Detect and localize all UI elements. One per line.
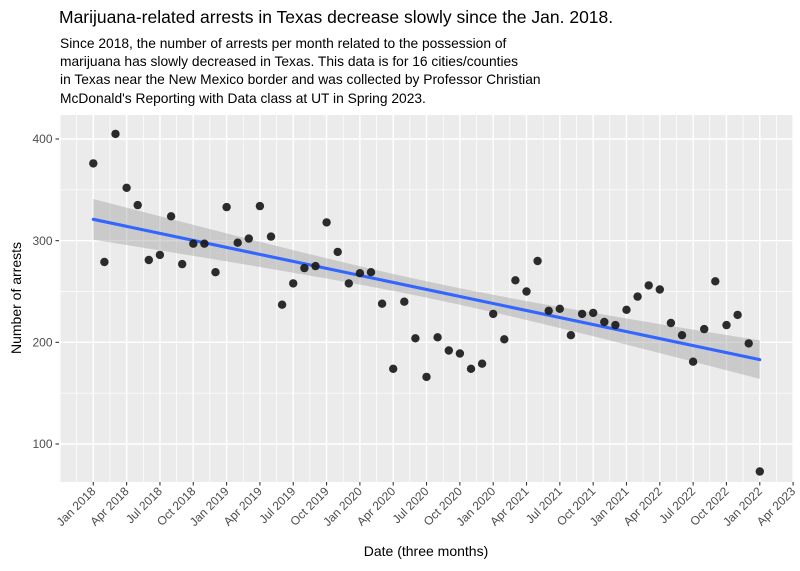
- data-point: [400, 297, 409, 306]
- data-point: [355, 269, 365, 278]
- y-tick-label: 400: [32, 132, 52, 146]
- data-point: [189, 239, 198, 248]
- data-point: [711, 277, 720, 286]
- data-point: [366, 268, 376, 277]
- data-point: [244, 234, 253, 243]
- data-point: [500, 335, 509, 344]
- data-point: [166, 212, 176, 221]
- data-point: [200, 239, 209, 248]
- data-point: [544, 306, 553, 315]
- data-point: [133, 200, 142, 210]
- data-point: [666, 318, 676, 328]
- data-point: [333, 247, 342, 257]
- data-point: [466, 364, 476, 373]
- data-point: [155, 250, 165, 260]
- y-tick-label: 200: [32, 336, 52, 350]
- data-point: [477, 359, 487, 368]
- data-point: [178, 259, 187, 269]
- data-point: [755, 467, 764, 476]
- data-point: [100, 257, 109, 267]
- data-point: [633, 292, 642, 301]
- chart-title: Marijuana-related arrests in Texas decre…: [59, 7, 614, 27]
- y-tick-label: 100: [32, 437, 52, 451]
- data-point: [311, 261, 320, 271]
- data-point: [122, 183, 131, 192]
- x-axis-title: Date (three months): [363, 543, 489, 559]
- data-point: [744, 339, 753, 348]
- data-point: [377, 299, 387, 308]
- data-point: [144, 255, 153, 265]
- data-point: [589, 308, 598, 318]
- data-point: [433, 333, 442, 342]
- y-tick-label: 300: [32, 234, 52, 248]
- gridlines: [59, 115, 793, 482]
- data-point: [700, 324, 709, 334]
- data-point: [389, 364, 398, 373]
- data-point: [322, 218, 331, 227]
- data-point: [688, 357, 698, 366]
- data-point: [422, 372, 431, 382]
- data-point: [622, 305, 631, 314]
- data-point: [555, 304, 564, 313]
- data-points: [89, 129, 764, 476]
- data-point: [722, 320, 731, 330]
- data-point: [522, 287, 531, 296]
- data-point: [277, 300, 287, 309]
- data-point: [344, 279, 353, 288]
- data-point: [111, 129, 120, 139]
- data-point: [511, 276, 520, 285]
- data-point: [255, 201, 265, 211]
- chart-subtitle: Since 2018, the number of arrests per mo…: [60, 36, 541, 106]
- data-point: [89, 159, 98, 168]
- data-point: [222, 202, 231, 212]
- data-point: [644, 281, 653, 290]
- data-point: [266, 232, 276, 241]
- data-point: [566, 331, 576, 340]
- data-point: [411, 334, 420, 343]
- data-point: [655, 285, 664, 294]
- data-point: [233, 238, 242, 247]
- data-point: [211, 268, 220, 277]
- data-point: [444, 346, 453, 355]
- data-point: [533, 256, 542, 266]
- data-point: [289, 279, 298, 288]
- data-point: [733, 310, 742, 320]
- data-point: [677, 331, 687, 340]
- data-point: [611, 320, 620, 330]
- data-point: [455, 349, 465, 358]
- data-point: [489, 309, 498, 319]
- data-point: [300, 263, 309, 273]
- data-point: [600, 317, 609, 327]
- data-point: [577, 309, 587, 319]
